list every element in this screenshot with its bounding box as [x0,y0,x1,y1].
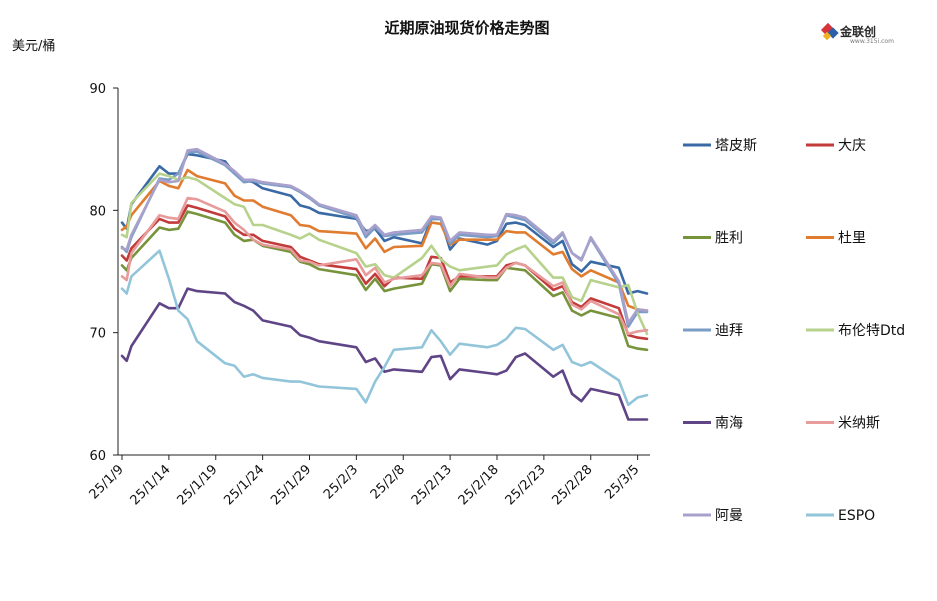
legend-label: 塔皮斯 [715,138,757,154]
y-tick-label: 80 [89,204,106,219]
series-line-8 [120,147,649,325]
series-line-9 [120,249,649,407]
series-line-3 [120,168,649,312]
x-tick-label: 25/2/28 [550,462,596,508]
series-line-0 [120,152,649,295]
series-line-7 [120,196,649,336]
series-line-5 [120,172,649,336]
legend-label: 大庆 [838,138,866,154]
brand-logo: 金联创 www.315i.com [820,22,894,45]
x-tick-label: 25/2/8 [368,462,408,502]
logo-subtext: www.315i.com [850,38,894,45]
legend-label: 南海 [715,416,743,432]
legend-label: 胜利 [715,231,743,247]
y-axis-ticks: 60 70 80 90 [89,82,118,464]
series-line-2 [120,210,649,352]
legend-label: 杜里 [838,231,866,247]
y-tick-label: 90 [89,82,106,97]
legend-label: 阿曼 [715,508,743,524]
y-tick-label: 60 [89,449,106,464]
x-tick-label: 25/2/18 [456,462,502,508]
x-tick-label: 25/1/19 [175,462,221,508]
x-tick-label: 25/2/13 [409,462,455,508]
legend-label: 迪拜 [715,323,743,339]
x-tick-label: 25/1/9 [87,462,127,502]
x-tick-label: 25/2/23 [503,462,549,508]
logo-mark-icon [820,22,839,41]
x-tick-label: 25/1/29 [268,462,314,508]
logo-text: 金联创 [839,24,876,39]
series-line-1 [120,204,649,341]
x-tick-label: 25/1/24 [221,462,267,508]
legend-label: 米纳斯 [838,416,880,432]
chart-title: 近期原油现货价格走势图 [384,19,549,37]
x-tick-label: 25/2/3 [321,462,361,502]
legend-label: 布伦特Dtd [838,323,905,339]
series-line-6 [120,287,649,421]
x-tick-label: 25/1/14 [128,462,174,508]
y-axis-unit-label: 美元/桶 [12,39,55,54]
y-tick-label: 70 [89,327,106,342]
x-tick-label: 25/3/5 [602,462,642,502]
legend-label: ESPO [838,508,875,524]
x-axis-ticks: 25/1/9 25/1/14 25/1/19 25/1/24 25/1/29 25/2/3… [87,455,642,508]
series-lines [120,147,649,421]
